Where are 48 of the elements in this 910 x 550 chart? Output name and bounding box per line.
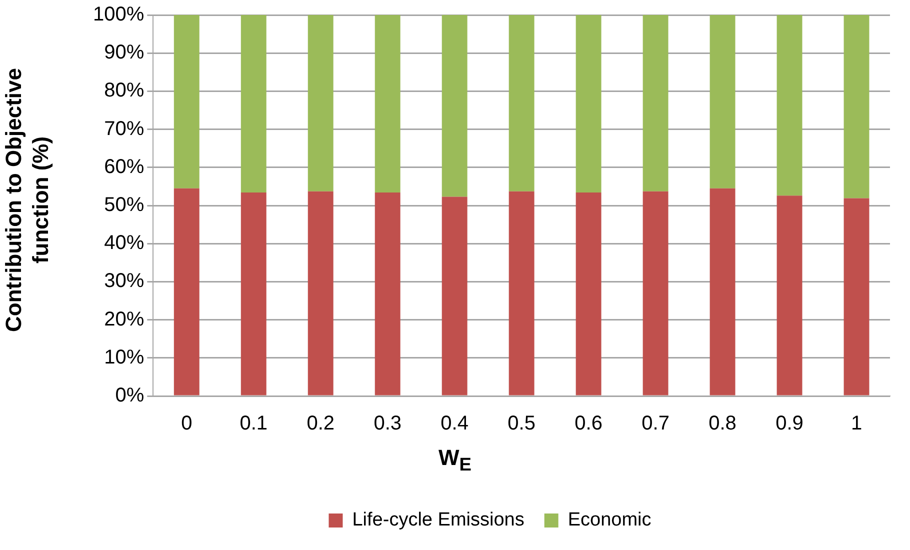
x-tick-label: 0.1 bbox=[240, 412, 268, 435]
y-tick-label: 50% bbox=[104, 194, 144, 216]
y-tick-label: 10% bbox=[104, 346, 144, 368]
bar bbox=[642, 15, 668, 192]
x-tick-label: 0.3 bbox=[374, 412, 402, 435]
bar bbox=[442, 196, 468, 396]
bar bbox=[642, 191, 668, 396]
x-tick-label: 0.2 bbox=[306, 412, 335, 435]
bar bbox=[174, 15, 200, 188]
bar bbox=[576, 192, 602, 396]
bar bbox=[710, 188, 736, 396]
bar bbox=[844, 15, 870, 198]
bar bbox=[308, 191, 334, 396]
legend-label: Economic bbox=[568, 510, 652, 531]
legend-label: Life-cycle Emissions bbox=[352, 510, 524, 531]
bar bbox=[710, 15, 736, 188]
y-axis-title: Contribution to Objective function (%) bbox=[0, 67, 54, 334]
bar bbox=[776, 196, 802, 396]
bar bbox=[508, 15, 534, 192]
x-tick-label: 0.8 bbox=[708, 412, 736, 435]
bar bbox=[374, 15, 400, 193]
x-axis-title: W$_{E}$ bbox=[438, 445, 472, 476]
y-tick-label: 90% bbox=[104, 42, 144, 64]
x-tick-label: 0.5 bbox=[508, 412, 536, 435]
x-tick-label: 0.7 bbox=[642, 412, 670, 435]
x-tick-label: 0.4 bbox=[440, 412, 468, 435]
y-tick-label: 80% bbox=[104, 80, 144, 102]
y-tick-label: 20% bbox=[104, 308, 144, 330]
y-tick-label: 60% bbox=[104, 156, 144, 178]
bar bbox=[240, 15, 266, 193]
x-tick-label: 1 bbox=[850, 412, 862, 435]
x-tick-label: 0.9 bbox=[776, 412, 804, 435]
bar bbox=[442, 15, 468, 197]
bar bbox=[374, 192, 400, 396]
bar bbox=[508, 191, 534, 396]
bar bbox=[308, 15, 334, 192]
y-tick-label: 30% bbox=[104, 270, 144, 292]
bar bbox=[174, 188, 200, 396]
x-tick-label: 0 bbox=[181, 412, 192, 435]
bar bbox=[844, 198, 870, 396]
bar bbox=[576, 15, 602, 193]
y-tick-label: 70% bbox=[104, 118, 144, 140]
y-tick-label: 100% bbox=[92, 4, 144, 26]
bar bbox=[776, 15, 802, 196]
y-tick-label: 0% bbox=[115, 384, 144, 407]
bar bbox=[240, 192, 266, 396]
y-tick-label: 40% bbox=[104, 232, 144, 254]
x-tick-label: 0.6 bbox=[574, 412, 602, 435]
